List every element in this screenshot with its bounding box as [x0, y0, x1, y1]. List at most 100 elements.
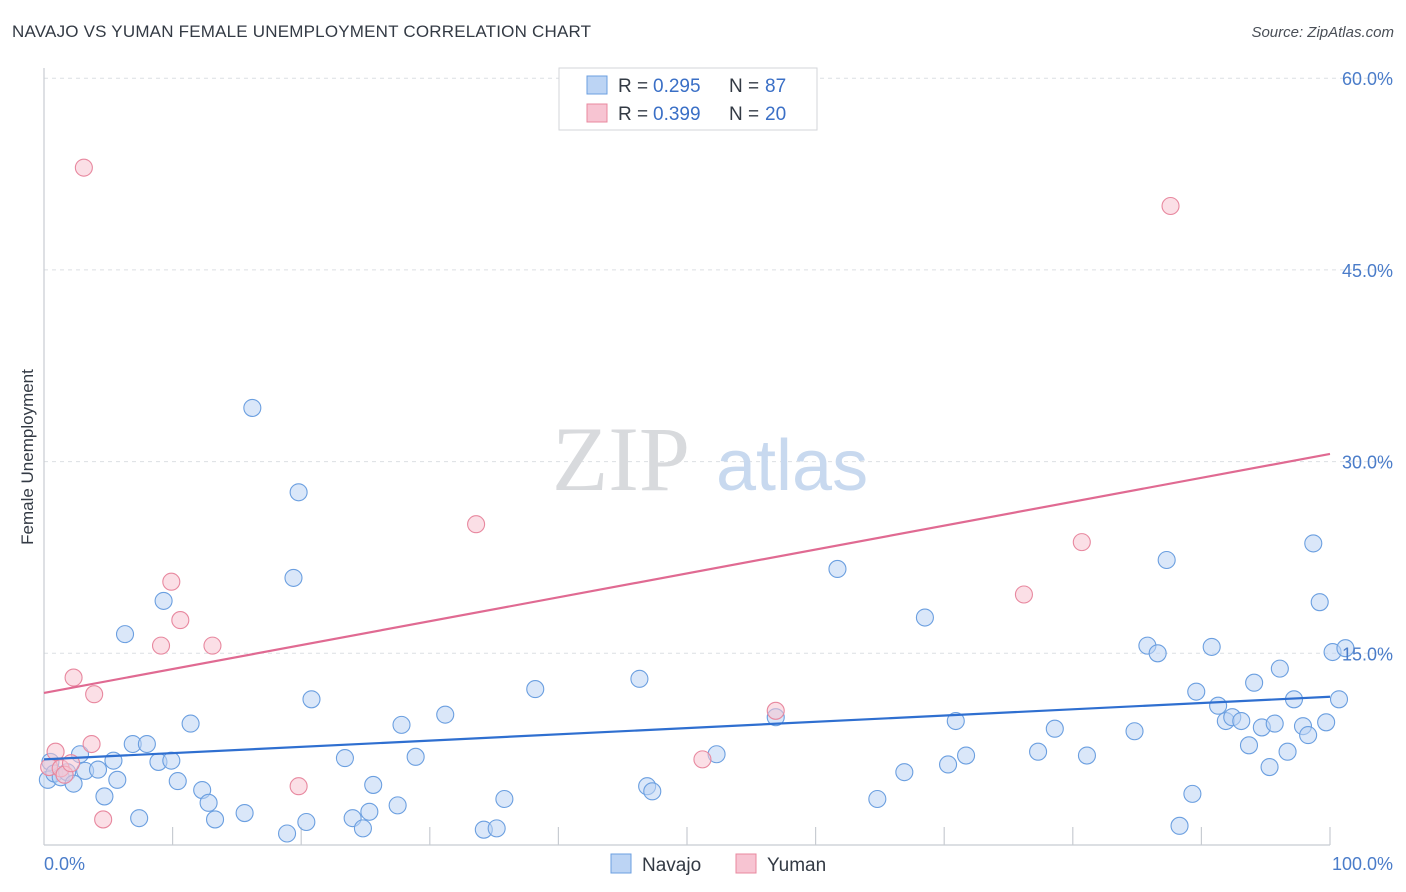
point-navajo-61	[1148, 644, 1167, 663]
point-yuman-6	[74, 158, 93, 177]
legend-r-value-navajo: 0.295	[653, 76, 701, 97]
legend-swatch-navajo	[586, 75, 608, 95]
watermark-atlas: atlas	[716, 426, 868, 506]
x-tick-label-min: 0.0%	[44, 854, 85, 874]
point-yuman-13	[203, 636, 222, 655]
point-navajo-18	[162, 751, 181, 770]
y-tick-label-15: 15.0%	[1342, 644, 1393, 664]
point-yuman-1	[46, 742, 65, 761]
point-yuman-5	[64, 668, 83, 687]
point-navajo-37	[392, 715, 411, 734]
stats-legend: R = 0.295 N = 87 R = 0.399 N = 20	[558, 67, 818, 131]
point-navajo-82	[1310, 593, 1329, 612]
point-navajo-33	[353, 819, 372, 838]
legend-r-label-yuman: R =	[618, 104, 648, 125]
trend-line-yuman	[43, 452, 1331, 694]
point-navajo-52	[915, 608, 934, 627]
x-ticks	[172, 827, 1331, 845]
point-navajo-67	[1209, 696, 1228, 715]
point-yuman-16	[693, 750, 712, 769]
legend-n-value-yuman: 20	[765, 104, 786, 125]
y-tick-label-45: 45.0%	[1342, 261, 1393, 281]
point-navajo-80	[1299, 726, 1318, 745]
point-navajo-72	[1245, 673, 1264, 692]
data-points	[38, 158, 1355, 843]
point-yuman-8	[85, 685, 104, 704]
point-yuman-12	[171, 611, 190, 630]
point-yuman-11	[162, 572, 181, 591]
point-navajo-86	[1336, 639, 1355, 658]
point-navajo-8	[88, 760, 108, 779]
point-navajo-58	[1077, 746, 1096, 765]
point-navajo-19	[168, 772, 187, 791]
point-navajo-62	[1157, 550, 1176, 570]
point-navajo-17	[154, 591, 173, 610]
point-navajo-65	[1187, 682, 1206, 701]
point-navajo-75	[1265, 714, 1284, 733]
point-navajo-49	[828, 559, 847, 579]
trend-line-navajo	[43, 695, 1331, 761]
legend-r-value-yuman: 0.399	[653, 104, 701, 125]
point-navajo-9	[95, 787, 114, 806]
legend-n-label-yuman: N =	[729, 104, 759, 125]
point-navajo-55	[957, 746, 976, 765]
point-yuman-14	[289, 777, 308, 796]
watermark-zip: ZIP	[552, 408, 690, 510]
point-navajo-85	[1329, 690, 1349, 709]
point-navajo-83	[1317, 713, 1336, 732]
x-tick-label-max: 100.0%	[1332, 854, 1393, 874]
point-navajo-64	[1183, 784, 1202, 803]
point-yuman-18	[1014, 585, 1033, 604]
chart-title: NAVAJO VS YUMAN FEMALE UNEMPLOYMENT CORR…	[12, 22, 592, 41]
point-navajo-42	[495, 789, 514, 809]
point-yuman-19	[1072, 533, 1091, 552]
legend-r-label-navajo: R =	[618, 76, 648, 97]
point-navajo-20	[181, 714, 200, 733]
point-yuman-10	[151, 636, 171, 655]
point-yuman-17	[766, 701, 785, 720]
point-navajo-59	[1125, 722, 1144, 741]
point-navajo-74	[1260, 757, 1279, 777]
point-navajo-51	[895, 763, 914, 782]
legend-n-label-navajo: N =	[729, 76, 759, 97]
series-legend-swatch-yuman	[735, 853, 757, 874]
point-navajo-50	[868, 789, 887, 809]
series-legend-swatch-navajo	[610, 853, 632, 874]
point-yuman-9	[94, 810, 113, 829]
point-navajo-39	[436, 705, 455, 724]
point-navajo-27	[284, 568, 303, 587]
point-navajo-30	[302, 690, 321, 709]
point-navajo-25	[243, 398, 262, 417]
series-legend-label-yuman: Yuman	[767, 855, 826, 876]
point-navajo-11	[108, 770, 127, 789]
legend-swatch-yuman	[586, 103, 608, 123]
point-navajo-24	[235, 803, 254, 823]
point-navajo-77	[1278, 742, 1297, 761]
point-navajo-29	[297, 812, 316, 832]
point-navajo-28	[289, 483, 308, 502]
point-navajo-36	[388, 796, 407, 815]
series-legend-label-navajo: Navajo	[642, 855, 701, 876]
point-yuman-15	[467, 515, 486, 534]
legend-n-value-navajo: 87	[765, 76, 786, 97]
point-navajo-12	[115, 625, 135, 644]
point-navajo-81	[1304, 534, 1323, 553]
point-navajo-53	[939, 755, 958, 774]
point-navajo-43	[526, 680, 545, 699]
point-navajo-22	[199, 793, 218, 812]
y-tick-label-60: 60.0%	[1342, 69, 1393, 89]
point-navajo-70	[1232, 711, 1251, 731]
point-navajo-66	[1202, 637, 1221, 656]
point-yuman-7	[82, 734, 101, 754]
source-label: Source: ZipAtlas.com	[1251, 24, 1394, 41]
point-navajo-44	[630, 669, 649, 688]
zipatlas-watermark: ZIP atlas	[552, 408, 868, 510]
point-navajo-35	[364, 775, 383, 794]
point-navajo-76	[1270, 659, 1289, 678]
point-navajo-56	[1029, 742, 1048, 761]
point-navajo-14	[130, 809, 149, 828]
series-legend: Navajo Yuman	[610, 853, 826, 876]
y-axis-label: Female Unemployment	[18, 369, 37, 545]
point-navajo-57	[1045, 719, 1064, 738]
